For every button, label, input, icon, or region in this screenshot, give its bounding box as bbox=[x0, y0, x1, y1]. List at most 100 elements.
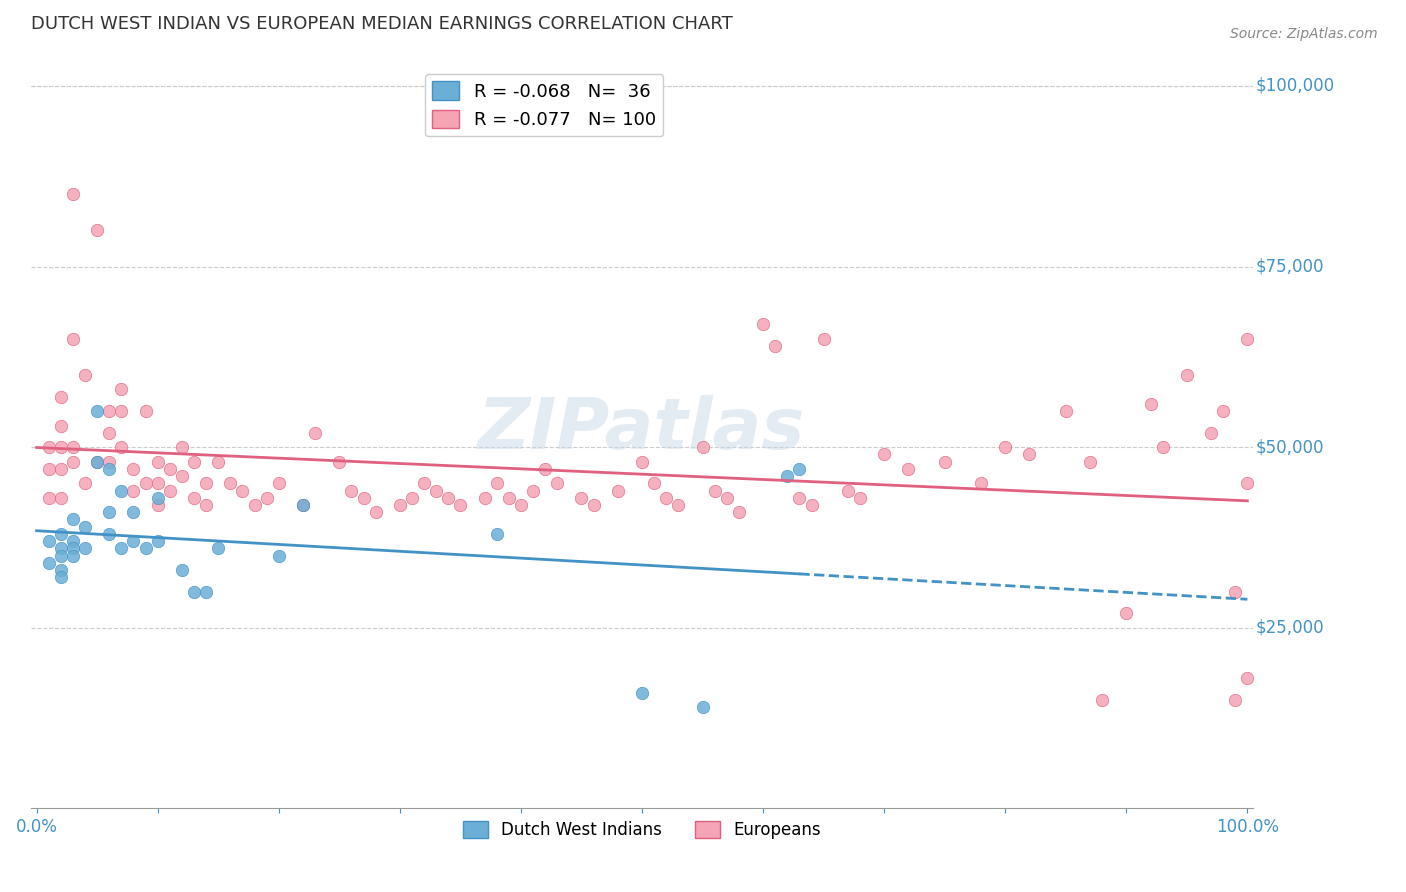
Text: DUTCH WEST INDIAN VS EUROPEAN MEDIAN EARNINGS CORRELATION CHART: DUTCH WEST INDIAN VS EUROPEAN MEDIAN EAR… bbox=[31, 15, 733, 33]
Point bbox=[49, 440, 72, 454]
Point bbox=[159, 462, 181, 476]
Point bbox=[38, 462, 60, 476]
Point bbox=[49, 491, 72, 505]
Point bbox=[631, 686, 654, 700]
Point bbox=[1152, 440, 1174, 454]
Point bbox=[98, 404, 121, 418]
Point bbox=[49, 563, 72, 577]
Point bbox=[49, 570, 72, 584]
Point bbox=[1236, 672, 1258, 686]
Point bbox=[692, 440, 714, 454]
Point bbox=[1212, 404, 1234, 418]
Point bbox=[1018, 447, 1040, 461]
Point bbox=[546, 476, 568, 491]
Point bbox=[837, 483, 859, 498]
Point bbox=[1115, 607, 1137, 621]
Point bbox=[86, 455, 108, 469]
Point bbox=[38, 440, 60, 454]
Point bbox=[86, 455, 108, 469]
Point bbox=[219, 476, 242, 491]
Point bbox=[934, 455, 956, 469]
Point bbox=[73, 541, 96, 556]
Point bbox=[485, 476, 508, 491]
Point bbox=[98, 505, 121, 519]
Point bbox=[195, 476, 218, 491]
Point bbox=[267, 549, 290, 563]
Point bbox=[73, 368, 96, 382]
Text: $75,000: $75,000 bbox=[1256, 258, 1324, 276]
Point bbox=[994, 440, 1017, 454]
Point bbox=[110, 404, 132, 418]
Text: Source: ZipAtlas.com: Source: ZipAtlas.com bbox=[1230, 27, 1378, 41]
Point bbox=[328, 455, 350, 469]
Point bbox=[1225, 693, 1247, 707]
Point bbox=[98, 455, 121, 469]
Point bbox=[122, 462, 145, 476]
Point bbox=[340, 483, 363, 498]
Point bbox=[110, 383, 132, 397]
Point bbox=[62, 549, 84, 563]
Point bbox=[1225, 584, 1247, 599]
Point bbox=[183, 455, 205, 469]
Point bbox=[873, 447, 896, 461]
Point bbox=[98, 425, 121, 440]
Point bbox=[146, 491, 169, 505]
Point bbox=[170, 563, 193, 577]
Point bbox=[62, 541, 84, 556]
Point bbox=[62, 534, 84, 549]
Point bbox=[970, 476, 993, 491]
Point bbox=[498, 491, 520, 505]
Text: $100,000: $100,000 bbox=[1256, 77, 1336, 95]
Point bbox=[62, 187, 84, 202]
Point bbox=[353, 491, 375, 505]
Point bbox=[655, 491, 678, 505]
Point bbox=[509, 498, 531, 512]
Point bbox=[437, 491, 460, 505]
Point bbox=[159, 483, 181, 498]
Point bbox=[110, 483, 132, 498]
Point bbox=[813, 332, 835, 346]
Point bbox=[364, 505, 387, 519]
Point bbox=[73, 476, 96, 491]
Text: $50,000: $50,000 bbox=[1256, 438, 1324, 456]
Point bbox=[135, 541, 157, 556]
Point bbox=[170, 469, 193, 483]
Point bbox=[49, 527, 72, 541]
Point bbox=[692, 700, 714, 714]
Point bbox=[86, 223, 108, 237]
Point bbox=[1139, 397, 1161, 411]
Point bbox=[1236, 332, 1258, 346]
Point bbox=[49, 418, 72, 433]
Point bbox=[110, 440, 132, 454]
Point bbox=[703, 483, 725, 498]
Point bbox=[62, 440, 84, 454]
Point bbox=[98, 462, 121, 476]
Point bbox=[728, 505, 751, 519]
Text: $25,000: $25,000 bbox=[1256, 619, 1324, 637]
Point bbox=[267, 476, 290, 491]
Point bbox=[752, 318, 775, 332]
Point bbox=[122, 534, 145, 549]
Point bbox=[388, 498, 411, 512]
Point bbox=[485, 527, 508, 541]
Point bbox=[1236, 476, 1258, 491]
Point bbox=[207, 541, 229, 556]
Point bbox=[73, 519, 96, 533]
Point bbox=[849, 491, 872, 505]
Point bbox=[62, 332, 84, 346]
Point bbox=[413, 476, 436, 491]
Point bbox=[38, 534, 60, 549]
Point bbox=[789, 491, 811, 505]
Text: ZIPatlas: ZIPatlas bbox=[478, 394, 806, 464]
Point bbox=[256, 491, 278, 505]
Point bbox=[86, 404, 108, 418]
Point bbox=[1054, 404, 1077, 418]
Point bbox=[474, 491, 496, 505]
Point bbox=[449, 498, 471, 512]
Point bbox=[146, 476, 169, 491]
Point bbox=[1199, 425, 1222, 440]
Point bbox=[38, 491, 60, 505]
Point bbox=[170, 440, 193, 454]
Point bbox=[135, 476, 157, 491]
Point bbox=[304, 425, 326, 440]
